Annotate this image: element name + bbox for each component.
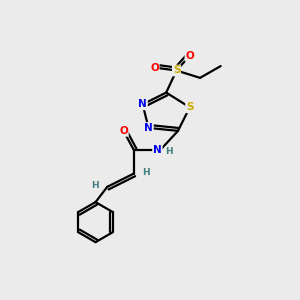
Text: N: N xyxy=(144,123,153,133)
Text: N: N xyxy=(153,145,162,155)
Text: S: S xyxy=(186,102,194,112)
Text: O: O xyxy=(119,126,128,136)
Text: O: O xyxy=(150,63,159,73)
Text: H: H xyxy=(165,147,173,156)
Text: N: N xyxy=(138,99,147,110)
Text: S: S xyxy=(173,65,180,76)
Text: H: H xyxy=(91,181,99,190)
Text: H: H xyxy=(142,168,150,177)
Text: O: O xyxy=(185,51,194,61)
